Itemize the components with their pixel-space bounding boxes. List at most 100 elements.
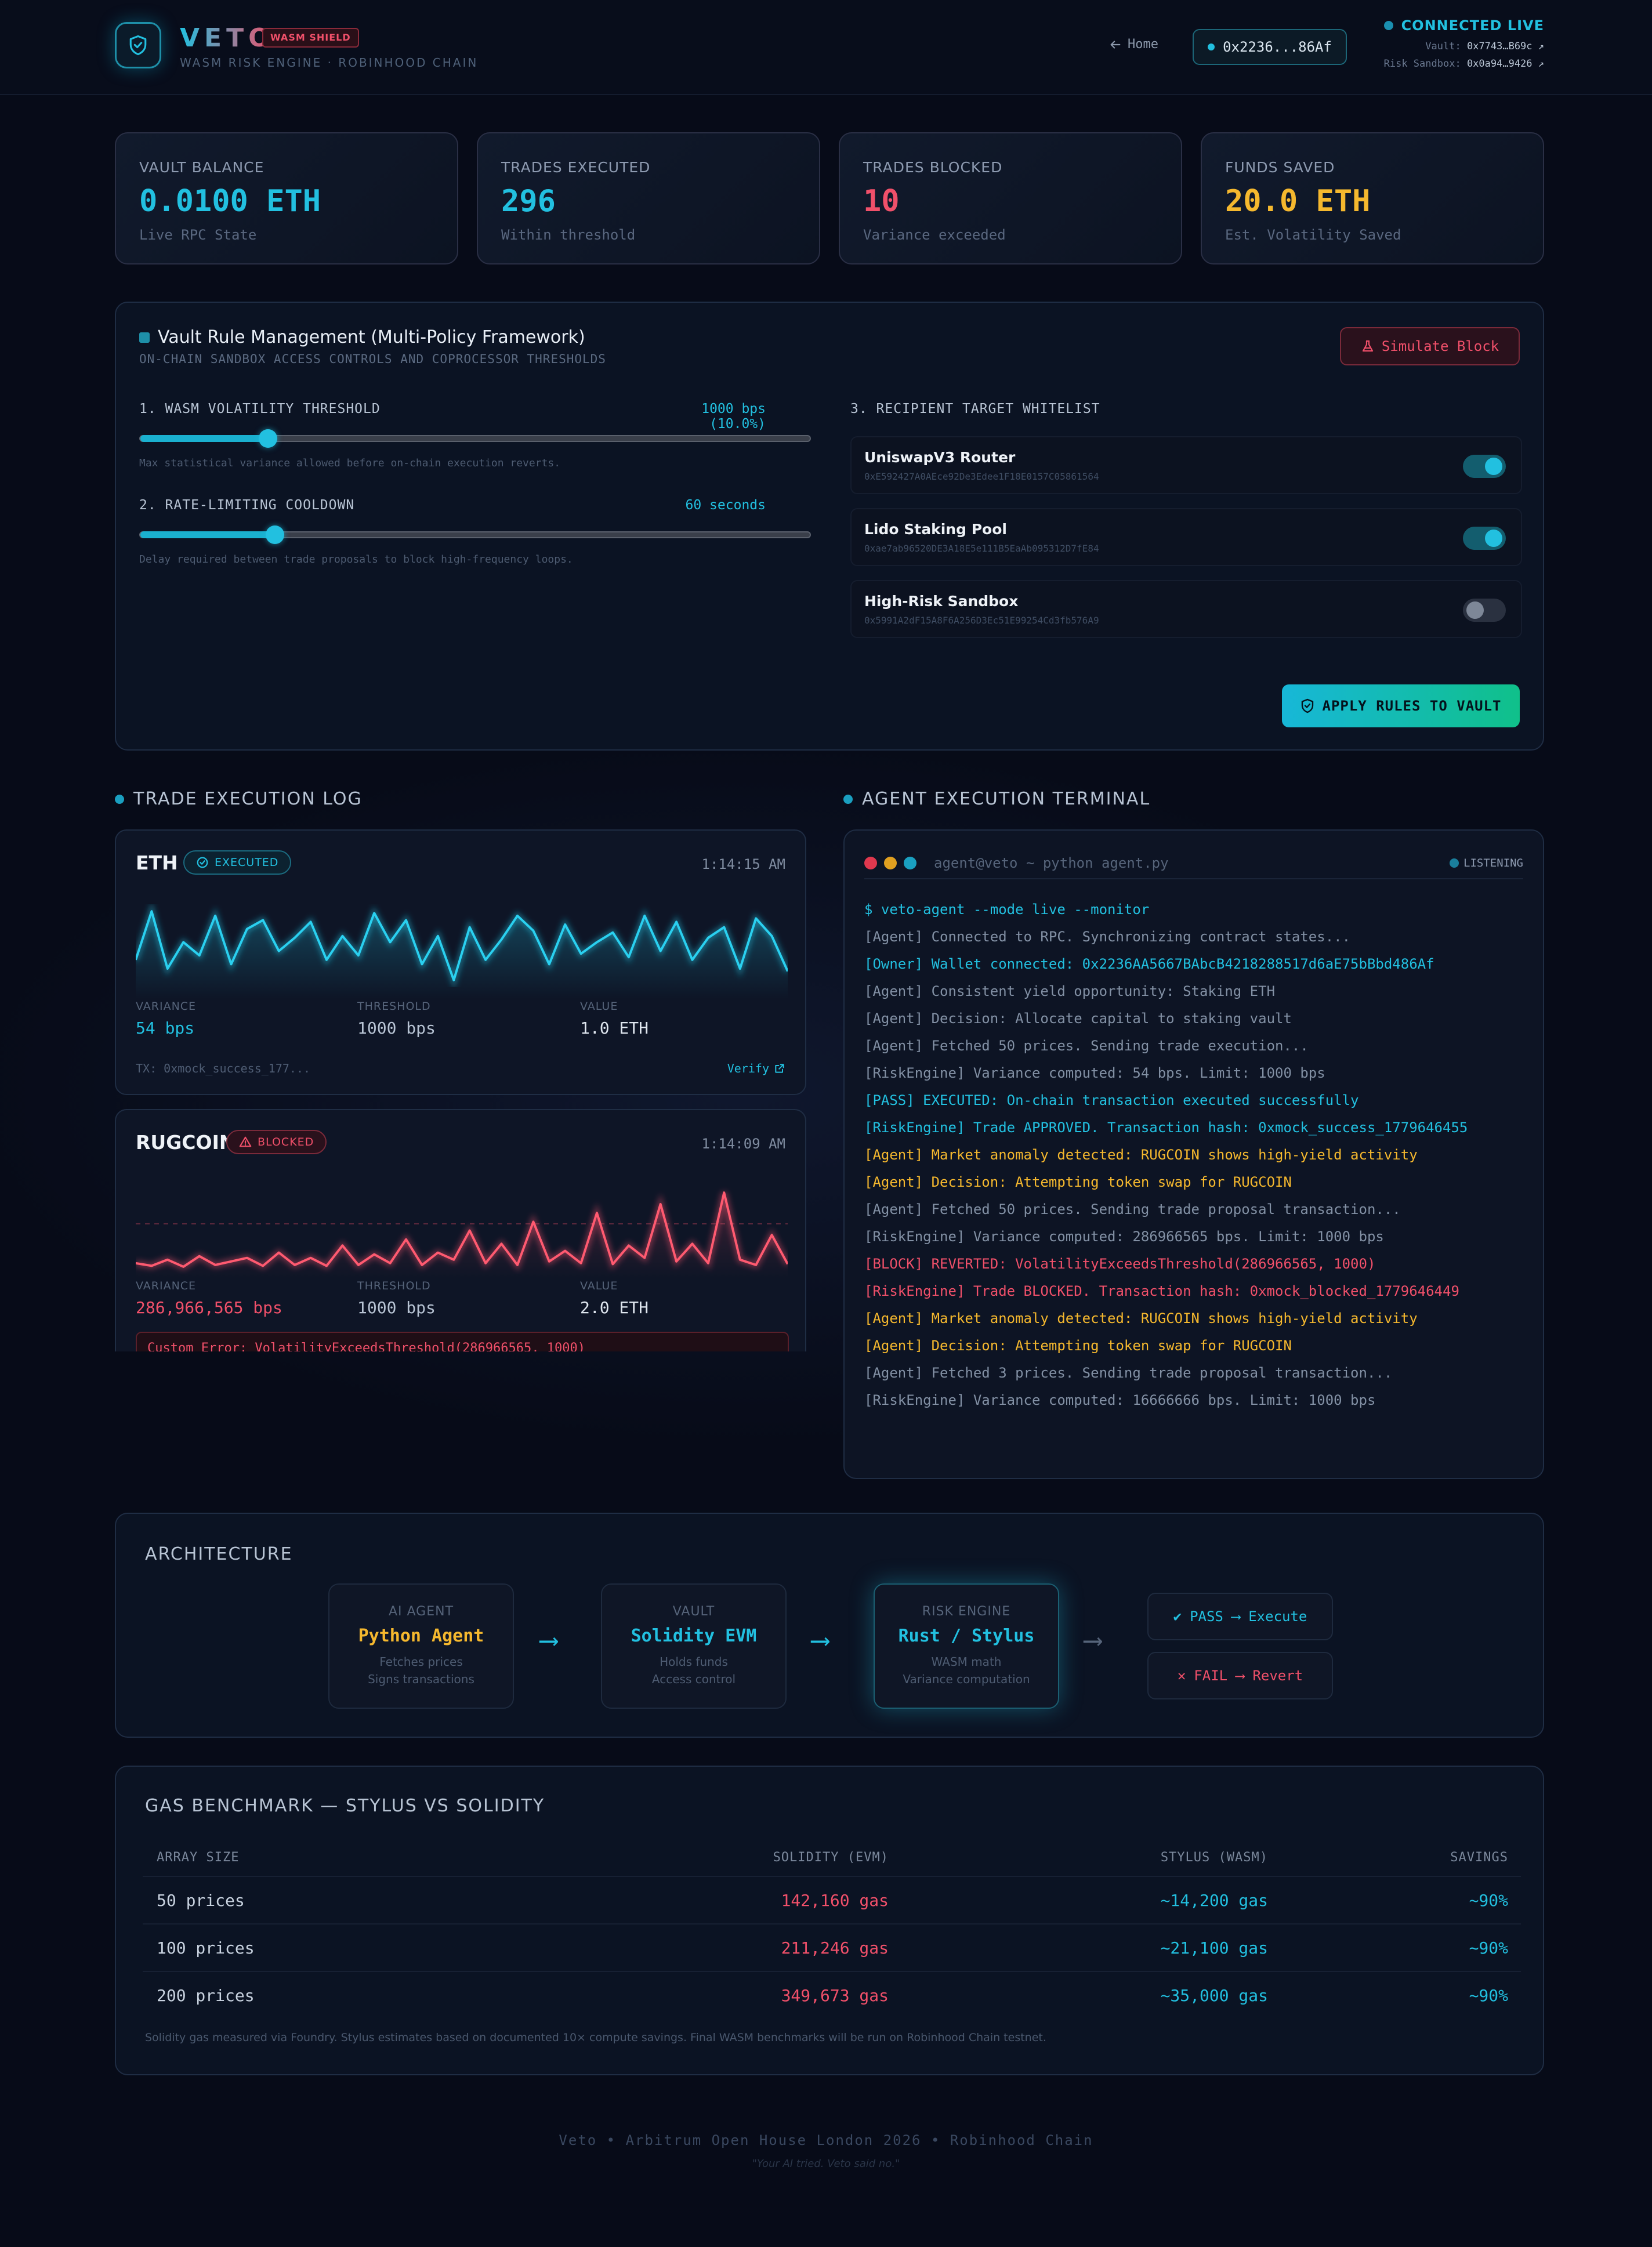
terminal-line: [RiskEngine] Trade APPROVED. Transaction… [864,1119,1468,1136]
stat-value: 296 [501,184,556,219]
arch-box-desc-line: Fetches prices [379,1655,463,1669]
terminal-line: [Agent] Market anomaly detected: RUGCOIN… [864,1310,1418,1327]
rules-subtitle: ON-CHAIN SANDBOX ACCESS CONTROLS AND COP… [139,352,606,366]
trade-time: 1:14:09 AM [701,1136,786,1152]
savings-cell: ~90% [1469,1938,1508,1958]
volatility-slider-handle[interactable] [259,429,277,448]
footer-credits: Veto • Arbitrum Open House London 2026 •… [559,2132,1093,2148]
stylus-gas-cell: ~14,200 gas [1160,1891,1268,1910]
arch-box-tag: AI AGENT [388,1604,454,1619]
warning-triangle-icon [239,1136,252,1147]
status-badge-label: EXECUTED [215,856,279,869]
fail-outcome: ✕ FAIL ⟶ Revert [1147,1652,1333,1699]
window-minimize-dot[interactable] [884,857,897,869]
threshold-label: THRESHOLD [357,1000,431,1013]
volatility-slider[interactable] [139,429,811,448]
arrow-left-icon [1110,40,1121,49]
window-close-dot[interactable] [864,857,877,869]
gas-table: ARRAY SIZE SOLIDITY (EVM) STYLUS (WASM) … [143,1839,1521,2020]
whitelist-toggle[interactable] [1463,599,1506,622]
vault-address-link[interactable]: 0x7743…B69c ↗ [1466,41,1544,52]
fail-label: FAIL ⟶ Revert [1194,1668,1303,1684]
pass-label: PASS ⟶ Execute [1190,1608,1307,1625]
x-icon: ✕ [1177,1668,1186,1684]
arch-box-desc-line: Signs transactions [368,1672,474,1686]
threshold-value: 1000 bps [357,1019,436,1038]
whitelist-name: High-Risk Sandbox [864,593,1019,610]
window-maximize-dot[interactable] [904,857,916,869]
sandbox-address-link[interactable]: 0x0a94…9426 ↗ [1466,58,1544,70]
simulate-label: Simulate Block [1381,338,1499,354]
terminal-line: [Agent] Decision: Attempting token swap … [864,1174,1292,1190]
stat-card-trades-executed: TRADES EXECUTED 296 Within threshold [477,132,820,264]
stat-value: 10 [863,184,900,219]
wallet-button[interactable]: 0x2236...86Af [1193,29,1347,65]
arch-box-desc-line: Access control [651,1672,736,1686]
volatility-label: 1. WASM VOLATILITY THRESHOLD [139,401,381,416]
arch-box-name: Python Agent [358,1626,484,1646]
whitelist-item-uniswap: UniswapV3 Router 0xE592427A0AEce92De3Ede… [850,436,1522,494]
tx-hash: TX: 0xmock_success_177... [136,1061,311,1075]
stat-card-trades-blocked: TRADES BLOCKED 10 Variance exceeded [839,132,1182,264]
volatility-hint: Max statistical variance allowed before … [139,457,561,469]
flask-icon [1362,340,1373,352]
connection-status-label: CONNECTED LIVE [1401,17,1544,34]
status-badge-executed: EXECUTED [183,850,292,875]
arch-box-name: Rust / Stylus [898,1626,1035,1646]
array-size-cell: 50 prices [157,1891,245,1910]
trade-asset: RUGCOIN [136,1131,236,1154]
whitelist-toggle[interactable] [1463,527,1506,550]
terminal-line: [RiskEngine] Variance computed: 28696656… [864,1228,1384,1245]
solidity-gas-cell: 142,160 gas [781,1891,889,1910]
verify-link[interactable]: Verify [727,1061,785,1075]
arch-box-agent: AI AGENT Python Agent Fetches prices Sign… [328,1583,514,1709]
home-link[interactable]: Home [1109,37,1158,52]
gas-benchmark-panel: GAS BENCHMARK — STYLUS VS SOLIDITY ARRAY… [115,1766,1544,2075]
rules-title: Vault Rule Management (Multi-Policy Fram… [139,327,606,347]
solidity-gas-cell: 211,246 gas [781,1938,889,1958]
arch-box-name: Solidity EVM [631,1626,757,1646]
cooldown-value: 60 seconds [685,498,766,513]
sandbox-label: Risk Sandbox: [1383,58,1461,70]
vault-line: Vault: 0x7743…B69c ↗ [1384,41,1544,52]
price-sparkline [136,1191,788,1278]
live-dot [1383,21,1393,30]
arch-box-desc-line: Holds funds [660,1655,728,1669]
trade-card-rugcoin: RUGCOIN BLOCKED 1:14:09 AM VARIANCE 286,… [115,1109,806,1351]
shield-check-icon [129,35,147,56]
simulate-block-button[interactable]: Simulate Block [1340,327,1520,365]
check-circle-icon [197,857,208,868]
whitelist-name: Lido Staking Pool [864,521,1007,538]
value-label: VALUE [580,1000,618,1013]
cooldown-label: 2. RATE-LIMITING COOLDOWN [139,498,355,513]
whitelist-toggle[interactable] [1463,455,1506,478]
solidity-gas-cell: 349,673 gas [781,1986,889,2005]
shield-check-icon [1301,698,1313,713]
cooldown-slider[interactable] [139,525,811,544]
arch-box-vault: VAULT Solidity EVM Holds funds Access con… [601,1583,787,1709]
trade-log-title: TRADE EXECUTION LOG [115,789,363,809]
stat-sub: Live RPC State [139,227,257,243]
terminal-line: [Agent] Decision: Allocate capital to st… [864,1010,1292,1027]
whitelist-address: 0x5991A2dF15A8F6A256D3Ec51E99254Cd3fb576… [864,615,1099,626]
gas-table-header: ARRAY SIZE SOLIDITY (EVM) STYLUS (WASM) … [143,1839,1521,1877]
volatility-value: 1000 bps (10.0%) [701,401,766,432]
toggle-knob [1485,458,1502,475]
listening-label: LISTENING [1463,857,1523,869]
vault-rules-panel: Vault Rule Management (Multi-Policy Fram… [115,302,1544,751]
stat-label: VAULT BALANCE [139,159,265,176]
gas-footnote: Solidity gas measured via Foundry. Stylu… [145,2031,1046,2044]
stat-label: TRADES EXECUTED [501,159,651,176]
cooldown-slider-handle[interactable] [266,525,284,544]
terminal-line: [Agent] Fetched 3 prices. Sending trade … [864,1365,1393,1381]
apply-rules-button[interactable]: APPLY RULES TO VAULT [1282,684,1520,727]
arch-box-desc: WASM math Variance computation [875,1653,1058,1688]
wallet-address: 0x2236...86Af [1223,39,1332,55]
section-square-icon [139,332,150,343]
wallet-status-dot [1208,44,1215,50]
brand-badge: WASM SHIELD [262,28,359,48]
brand-name: VETO [180,23,275,53]
rules-title-text: Vault Rule Management (Multi-Policy Fram… [158,327,585,347]
whitelist-address: 0xE592427A0AEce92De3Edee1F18E0157C058615… [864,471,1099,482]
arch-box-desc-line: WASM math [931,1655,1002,1669]
